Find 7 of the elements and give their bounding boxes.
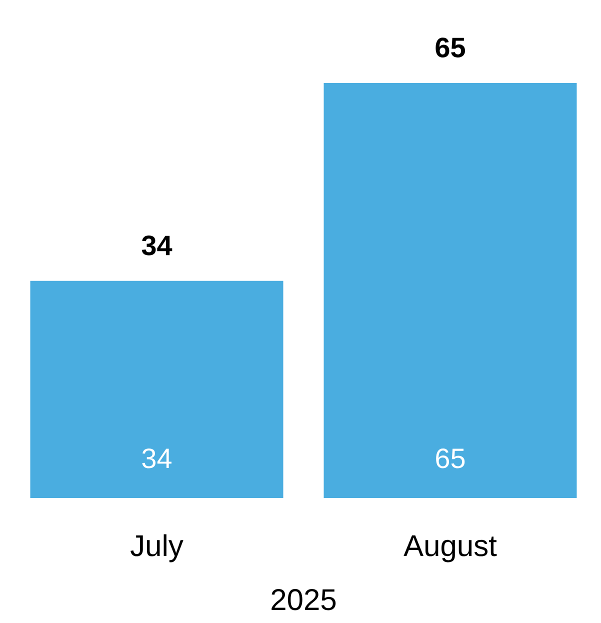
x-axis-title: 2025 bbox=[272, 589, 336, 610]
annotation: 65 bbox=[436, 448, 465, 468]
data-label: 65 bbox=[436, 38, 466, 58]
annotation: 34 bbox=[142, 448, 172, 468]
x-tick-label: July bbox=[130, 534, 184, 562]
data-label: 34 bbox=[142, 236, 172, 256]
x-tick-label: August bbox=[404, 535, 497, 562]
